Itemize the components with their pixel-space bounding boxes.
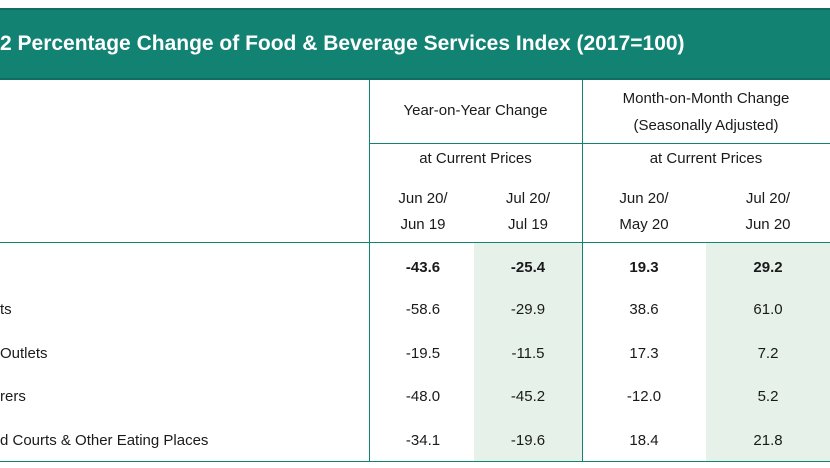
header-yoy-prices: at Current Prices — [419, 150, 532, 167]
row-label: rers — [0, 388, 26, 405]
cell-value: -45.2 — [510, 388, 546, 405]
cell-value: 18.4 — [629, 432, 659, 449]
header-mom-prices: at Current Prices — [649, 150, 763, 167]
divider-group-header — [369, 143, 830, 144]
period-header-2-line1: Jul 20/ — [505, 190, 551, 207]
cell-value: -34.1 — [405, 432, 441, 449]
divider-table-bottom — [0, 461, 830, 462]
row-label: ts — [0, 301, 12, 318]
shaded-column-jul-yoy — [474, 242, 582, 462]
cell-value: -43.6 — [405, 259, 441, 276]
header-mom-line1: Month-on-Month Change — [622, 90, 790, 107]
cell-value: -48.0 — [405, 388, 441, 405]
divider-middle — [582, 80, 583, 462]
cell-value: -19.6 — [510, 432, 546, 449]
table-title-bar: 2 Percentage Change of Food & Beverage S… — [0, 8, 830, 80]
table-title: 2 Percentage Change of Food & Beverage S… — [0, 32, 685, 55]
data-table: Year-on-Year Change Month-on-Month Chang… — [0, 80, 830, 464]
header-mom-line2: (Seasonally Adjusted) — [633, 117, 779, 134]
cell-value: -11.5 — [511, 345, 545, 362]
period-header-3-line1: Jun 20/ — [619, 190, 669, 207]
divider-header-bottom — [0, 242, 830, 243]
period-header-3-line2: May 20 — [619, 216, 669, 233]
period-header-4-line1: Jul 20/ — [745, 190, 791, 207]
period-header-1-line2: Jun 19 — [400, 216, 446, 233]
cell-value: 19.3 — [629, 259, 659, 276]
cell-value: -19.5 — [405, 345, 441, 362]
cell-value: 61.0 — [753, 301, 783, 318]
cell-value: 21.8 — [753, 432, 783, 449]
cell-value: -25.4 — [510, 259, 546, 276]
period-header-4-line2: Jun 20 — [745, 216, 791, 233]
period-header-1-line1: Jun 20/ — [398, 190, 448, 207]
cell-value: 29.2 — [753, 259, 783, 276]
divider-left — [369, 80, 370, 462]
period-header-2-line2: Jul 19 — [507, 216, 549, 233]
cell-value: 17.3 — [629, 345, 659, 362]
cell-value: 38.6 — [629, 301, 659, 318]
cell-value: -12.0 — [626, 388, 662, 405]
row-label: Outlets — [0, 345, 48, 362]
cell-value: 5.2 — [757, 388, 779, 405]
cell-value: 7.2 — [757, 345, 779, 362]
cell-value: -58.6 — [405, 301, 441, 318]
row-label: d Courts & Other Eating Places — [0, 432, 209, 449]
cell-value: -29.9 — [510, 301, 546, 318]
header-yoy: Year-on-Year Change — [403, 102, 548, 119]
shaded-column-jul-mom — [706, 242, 830, 462]
